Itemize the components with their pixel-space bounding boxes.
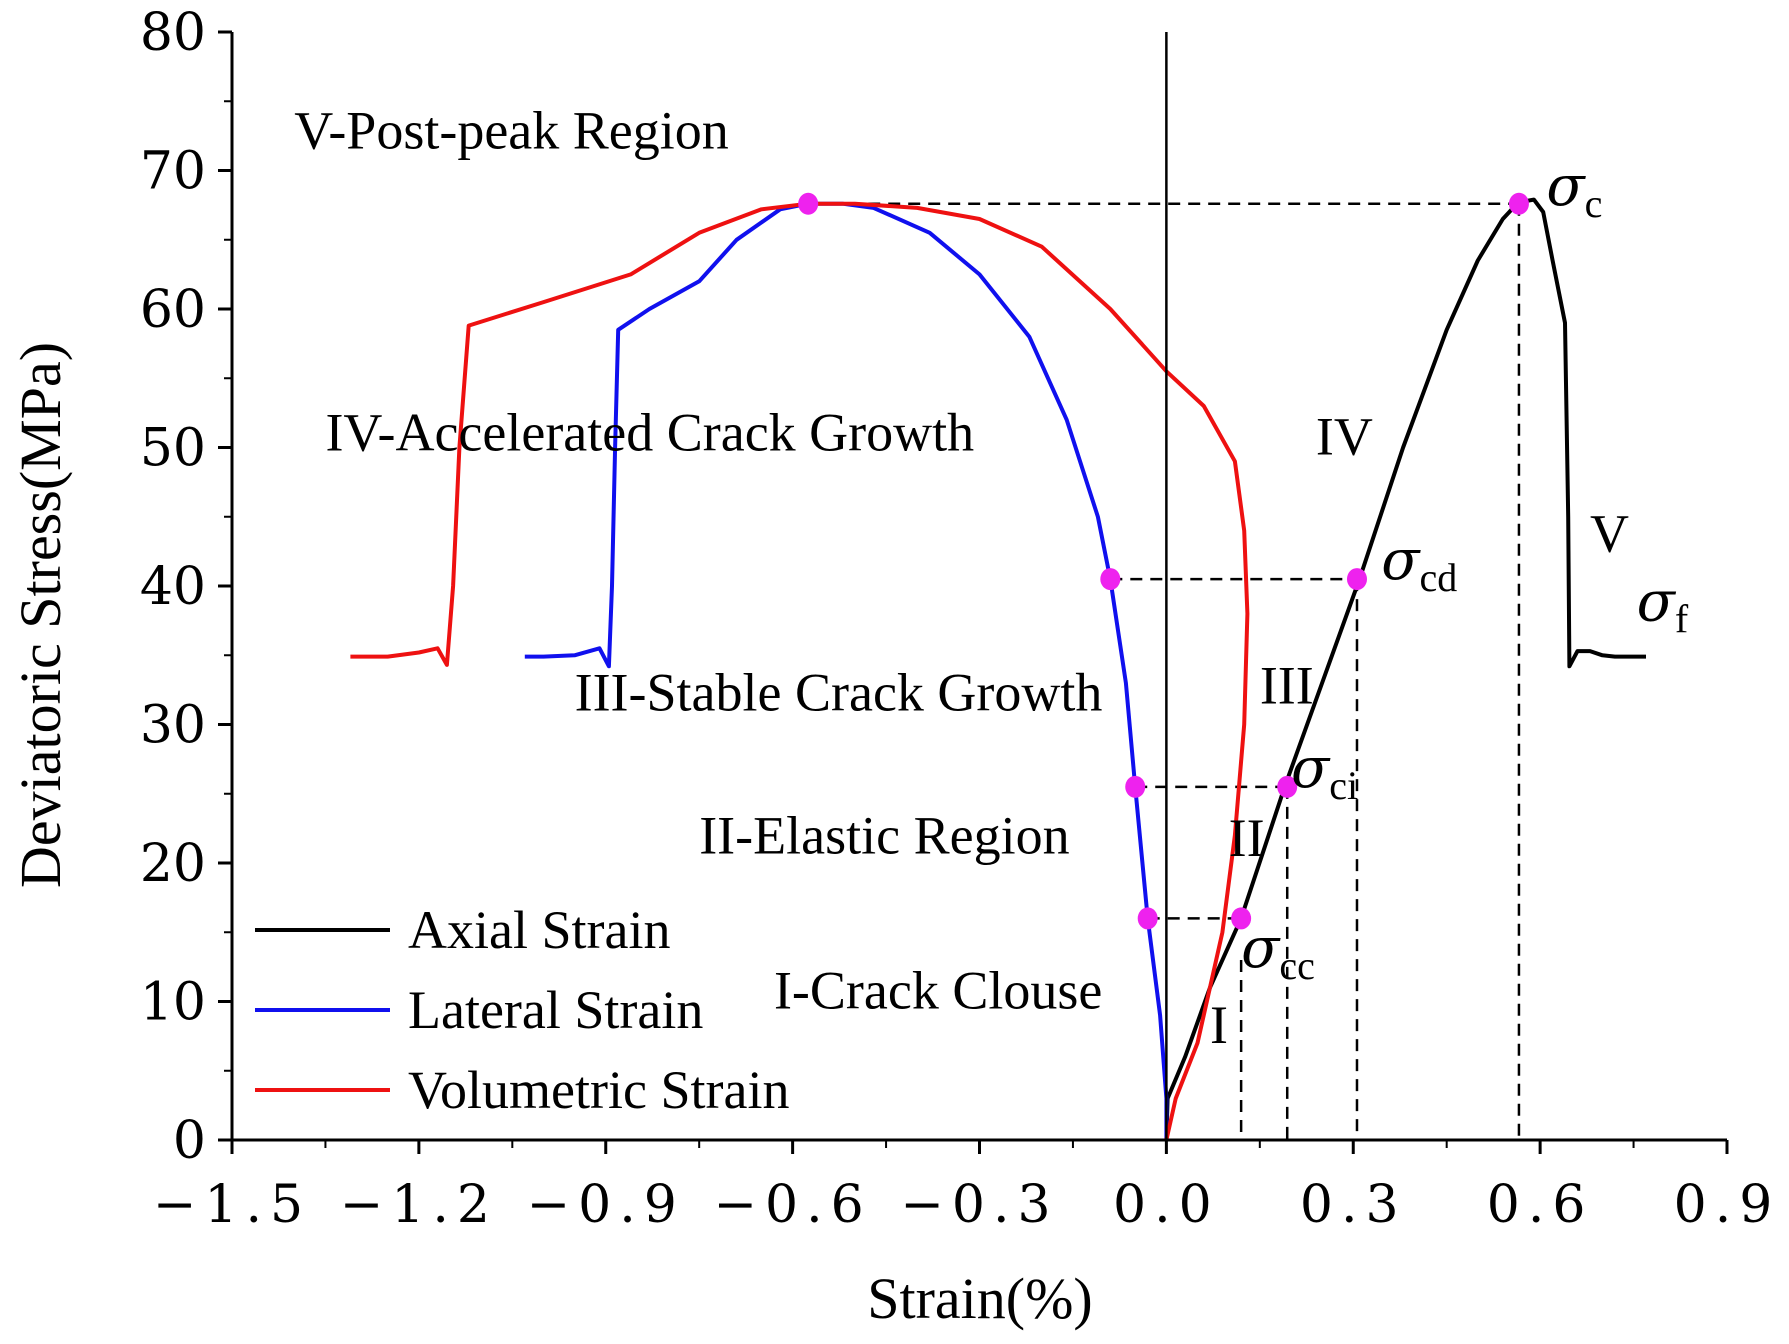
x-tick-label: 0.0	[1113, 1175, 1220, 1235]
threshold-marker	[1508, 192, 1529, 215]
y-tick-label: 80	[140, 3, 206, 63]
zone-label: III	[1260, 656, 1314, 716]
x-tick-label: −1.2	[340, 1175, 498, 1235]
axial-strain-line	[1164, 197, 1646, 1141]
y-axis-title: Deviatoric Stress(MPa)	[8, 342, 73, 888]
tick-labels: −1.5 −1.2 −0.9 −0.6 −0.3 0.0 0.3 0.6 0.9 0 10 20 30 4…	[140, 3, 1781, 1235]
y-tick-label: 60	[140, 280, 206, 340]
region-label: I-Crack Clouse	[774, 960, 1102, 1020]
threshold-marker	[1125, 775, 1146, 798]
threshold-marker	[798, 192, 819, 215]
stress-label-f: σf	[1637, 570, 1689, 642]
y-tick-label: 40	[140, 557, 206, 617]
x-tick-label: −0.3	[900, 1175, 1058, 1235]
x-tick-label: −0.6	[713, 1175, 871, 1235]
annotations: V-Post-peak Region IV-Accelerated Crack G…	[294, 100, 1689, 1055]
threshold-marker	[1231, 907, 1252, 930]
marker-group	[798, 192, 1529, 930]
threshold-marker	[1346, 568, 1367, 591]
y-tick-label: 0	[173, 1111, 206, 1171]
y-tick-label: 70	[140, 142, 206, 202]
x-tick-label: 0.3	[1300, 1175, 1407, 1235]
region-label: IV-Accelerated Crack Growth	[325, 402, 974, 462]
x-tick-label: 0.6	[1487, 1175, 1594, 1235]
threshold-marker	[1100, 568, 1121, 591]
zone-label: V	[1590, 503, 1629, 563]
legend-label: Axial Strain	[408, 900, 670, 960]
axes	[218, 30, 1729, 1154]
zone-label: I	[1210, 995, 1228, 1055]
x-tick-label: 0.9	[1674, 1175, 1781, 1235]
y-tick-label: 50	[140, 419, 206, 479]
stress-label-cd: σcd	[1381, 528, 1457, 600]
zone-label: IV	[1316, 406, 1373, 466]
y-tick-label: 10	[140, 973, 206, 1033]
threshold-marker	[1137, 907, 1158, 930]
x-tick-label: −0.9	[527, 1175, 685, 1235]
legend: Axial Strain Lateral Strain Volumetric Str…	[255, 900, 789, 1120]
region-label: V-Post-peak Region	[294, 100, 728, 160]
dashed-guides	[808, 202, 1521, 1140]
zone-label: II	[1229, 808, 1265, 868]
x-axis-title: Strain(%)	[867, 1266, 1093, 1331]
threshold-marker	[1277, 775, 1298, 798]
region-label: II-Elastic Region	[699, 805, 1069, 865]
legend-label: Lateral Strain	[408, 980, 703, 1040]
region-label: III-Stable Crack Growth	[575, 663, 1103, 723]
y-tick-label: 30	[140, 696, 206, 756]
legend-label: Volumetric Strain	[408, 1060, 789, 1120]
volumetric-strain-line	[350, 201, 1250, 1141]
x-tick-label: −1.5	[153, 1175, 311, 1235]
y-tick-label: 20	[140, 834, 206, 894]
stress-label-ci: σci	[1291, 736, 1358, 808]
stress-label-cc: σcc	[1241, 916, 1315, 988]
stress-label-c: σc	[1546, 154, 1602, 226]
